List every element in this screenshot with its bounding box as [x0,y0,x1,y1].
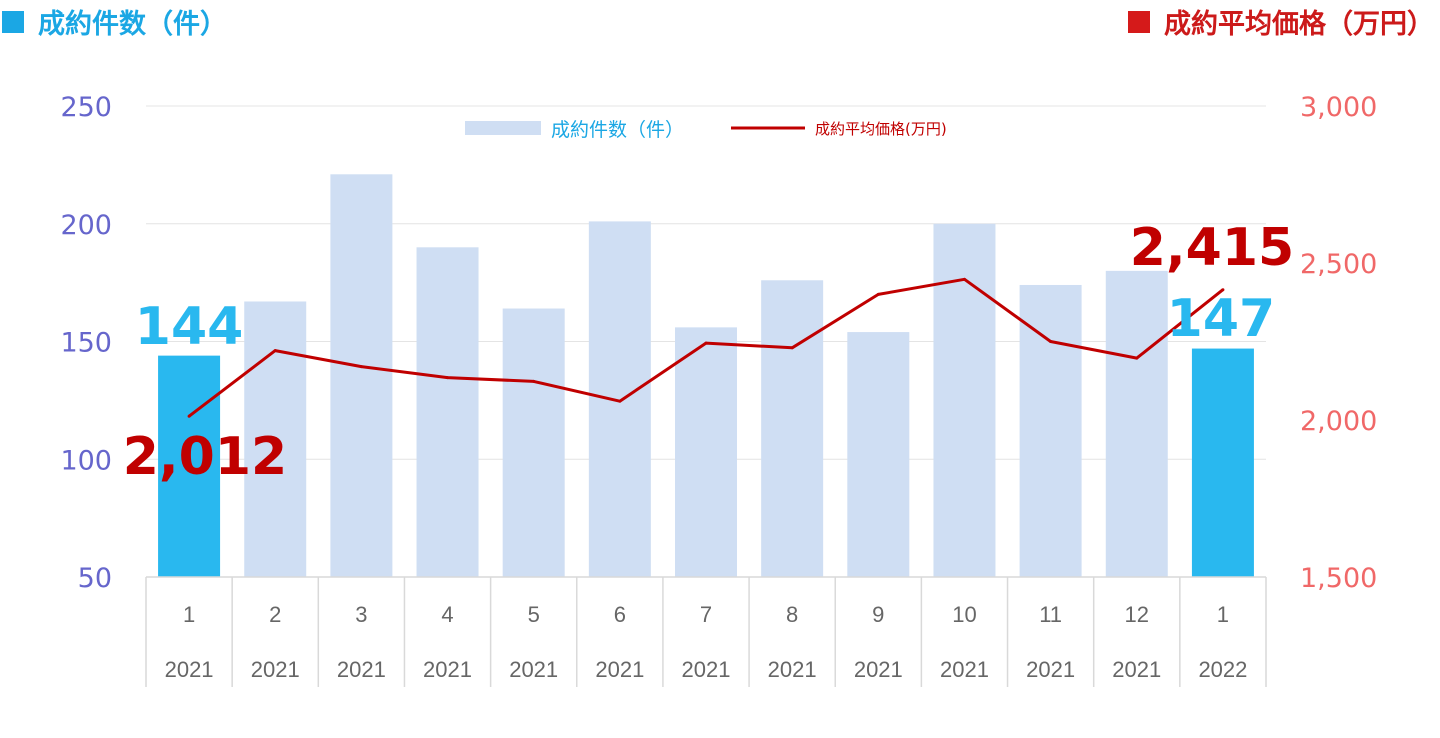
x-axis-year-label: 2021 [595,657,644,682]
x-axis-month-label: 10 [952,602,976,627]
left-axis-tick-label: 50 [78,563,112,594]
data-label: 144 [135,297,244,357]
price-line-point [359,365,363,369]
x-axis-year-label: 2021 [768,657,817,682]
bar [933,223,996,577]
left-axis-tick-label: 150 [60,328,112,359]
data-label: 147 [1167,289,1276,349]
bar [416,247,479,578]
left-axis-tick-label: 200 [60,210,112,241]
x-axis-month-label: 12 [1125,602,1149,627]
x-axis-month-label: 2 [269,602,281,627]
right-axis-tick-label: 3,000 [1300,92,1377,123]
bar [502,308,565,577]
left-axis-tick-label: 100 [60,445,112,476]
x-axis-month-label: 1 [1217,602,1229,627]
bar-highlighted [1191,348,1254,577]
x-axis-month-label: 9 [872,602,884,627]
left-axis-title: 成約件数（件） [2,2,227,41]
x-axis-year-label: 2022 [1198,657,1247,682]
price-line-point [790,346,794,350]
x-axis-year-label: 2021 [940,657,989,682]
line-series-square-icon [1128,10,1150,33]
right-axis-tick-label: 1,500 [1300,563,1377,594]
price-line-point [962,277,966,281]
bar [1105,270,1168,577]
left-axis-title-text: 成約件数（件） [38,9,227,40]
price-line-point [704,341,708,345]
x-axis-year-label: 2021 [423,657,472,682]
bar [675,327,737,577]
x-axis-month-label: 5 [528,602,540,627]
x-axis-year-label: 2021 [251,657,300,682]
legend-line-label: 成約平均価格(万円) [815,120,947,138]
price-line-point [273,349,277,353]
price-line-point [618,399,622,403]
x-axis-year-label: 2021 [1112,657,1161,682]
bar [847,332,910,577]
x-axis-month-label: 7 [700,602,712,627]
price-line-point [1135,356,1139,360]
x-axis-month-label: 11 [1039,602,1062,627]
price-line-point [532,379,536,383]
x-axis-month-label: 1 [183,602,195,627]
bar [588,221,651,577]
bar [1019,284,1082,577]
x-axis-year-label: 2021 [682,657,731,682]
x-axis-month-label: 3 [355,602,367,627]
x-axis-month-label: 6 [614,602,626,627]
bar [244,301,307,577]
right-axis-title: 成約平均価格（万円） [1128,2,1434,41]
x-axis-year-label: 2021 [165,657,214,682]
x-axis-month-label: 4 [441,602,453,627]
price-line-point [1049,340,1053,343]
price-line-point [446,376,450,380]
bar [330,174,393,578]
legend-bar-swatch [465,121,541,135]
price-line-point [187,414,191,418]
price-line-point [1221,288,1225,292]
right-axis-tick-label: 2,000 [1300,406,1377,437]
x-axis-year-label: 2021 [854,657,903,682]
x-axis-month-label: 8 [786,602,798,627]
left-axis-tick-label: 250 [60,92,112,123]
data-label: 2,012 [123,427,287,487]
x-axis-year-label: 2021 [337,657,386,682]
x-axis-year-label: 2021 [1026,657,1075,682]
x-axis-year-label: 2021 [509,657,558,682]
bar-highlighted [158,355,221,577]
bar [761,280,824,577]
price-line-point [876,292,880,296]
right-axis-title-text: 成約平均価格（万円） [1164,9,1434,40]
legend-bar-label: 成約件数（件） [551,119,684,141]
bar-series-square-icon [2,10,24,33]
data-label: 2,415 [1130,218,1294,278]
right-axis-tick-label: 2,500 [1300,249,1377,280]
